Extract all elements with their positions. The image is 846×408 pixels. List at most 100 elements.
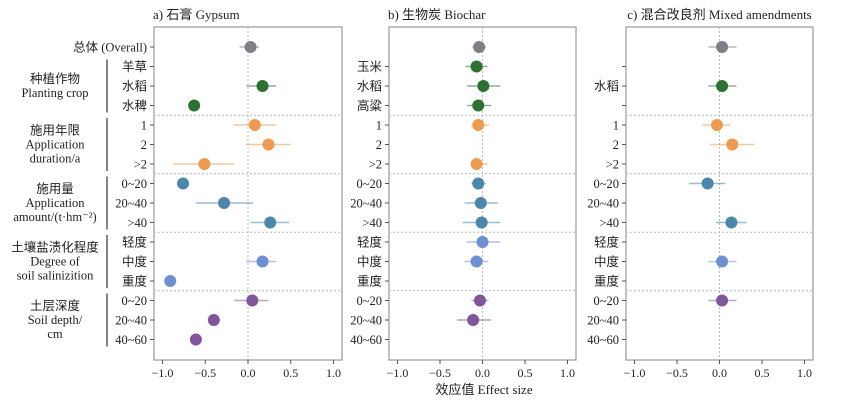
group-label-en: Application — [25, 196, 85, 210]
effect-point — [472, 177, 485, 190]
effect-point — [246, 294, 259, 307]
y-tick-label: 重度 — [122, 274, 148, 289]
y-tick-label: 轻度 — [122, 235, 148, 250]
effect-point — [189, 333, 202, 346]
effect-point — [470, 60, 483, 73]
effect-point — [725, 216, 738, 229]
panel-title: a) 石膏 Gypsum — [153, 7, 240, 22]
y-tick-label: 水稻 — [594, 80, 619, 94]
effect-point — [473, 41, 486, 53]
effect-point — [716, 41, 729, 53]
x-tick-label: −1.0 — [624, 366, 646, 380]
y-tick-label: 20~40 — [350, 197, 382, 211]
y-tick-label: 20~40 — [587, 197, 619, 211]
y-tick-label: 2 — [613, 138, 619, 152]
group-label-cn: 土壤盐渍化程度 — [11, 240, 99, 255]
group-label-en: Planting crop — [21, 86, 88, 100]
y-tick-label: 轻度 — [357, 235, 383, 250]
y-tick-label: 羊草 — [122, 59, 147, 74]
effect-point — [218, 197, 231, 209]
y-tick-label: 40~60 — [350, 333, 382, 347]
y-tick-label: 20~40 — [350, 314, 382, 328]
effect-point — [256, 80, 269, 92]
y-tick-label: 40~60 — [115, 333, 147, 347]
x-axis-label: 效应值 Effect size — [435, 382, 532, 397]
effect-point — [467, 314, 480, 326]
y-tick-label: 1 — [376, 119, 382, 133]
group-label-en: Soil depth/ — [28, 313, 83, 327]
y-tick-label: 轻度 — [594, 235, 620, 250]
x-tick-label: −1.0 — [387, 366, 409, 380]
group-label-en: soil salinizition — [17, 269, 94, 283]
effect-point — [472, 119, 485, 131]
x-tick-label: −0.5 — [666, 366, 688, 380]
effect-point — [726, 138, 739, 151]
effect-point — [716, 255, 729, 268]
x-tick-label: 0.5 — [755, 366, 770, 380]
group-label-en: Application — [25, 138, 85, 152]
panel-3: c) 混合改良剂 Mixed amendments −1.0 −0.5 0.0 0.5 1… — [587, 7, 814, 380]
y-tick-label: >40 — [127, 216, 147, 230]
y-tick-label: 水稗 — [122, 98, 147, 113]
x-tick-label: 1.0 — [797, 366, 812, 380]
y-tick-label: 1 — [141, 119, 147, 133]
y-tick-label: 中度 — [357, 254, 383, 269]
y-tick-label: 水稻 — [122, 80, 147, 94]
y-tick-label: 20~40 — [587, 314, 619, 328]
panel-title: b) 生物炭 Biochar — [388, 7, 486, 22]
group-label-cn: 施用年限 — [30, 124, 81, 138]
x-tick-label: 0.0 — [241, 366, 256, 380]
group-label-cn: 施用量 — [36, 182, 74, 196]
group-label-en: amount/(t·hm⁻²) — [13, 210, 96, 224]
y-tick-label: 玉米 — [357, 60, 383, 74]
group-label-en: Degree of — [30, 255, 80, 269]
y-tick-label: 重度 — [594, 274, 620, 289]
effect-point — [476, 236, 489, 248]
y-tick-label: >2 — [134, 158, 147, 172]
effect-point — [177, 177, 190, 190]
effect-point — [473, 294, 486, 307]
y-tick-label: 2 — [141, 138, 147, 152]
group-label-en: duration/a — [30, 152, 81, 166]
effect-point — [716, 294, 729, 307]
y-tick-label: 0~20 — [356, 294, 382, 308]
effect-point — [716, 80, 729, 92]
effect-point — [207, 314, 220, 326]
y-tick-label: 高粱 — [357, 98, 383, 113]
effect-point — [256, 255, 269, 268]
effect-point — [244, 41, 257, 53]
y-tick-label: 0~20 — [593, 294, 619, 308]
y-tick-label: 20~40 — [115, 197, 147, 211]
group-label-en: cm — [47, 327, 63, 341]
y-tick-label: >2 — [369, 158, 382, 172]
x-tick-label: 1.0 — [560, 366, 575, 380]
x-tick-label: 0.0 — [475, 366, 490, 380]
x-tick-label: −0.5 — [194, 366, 216, 380]
effect-point — [188, 99, 201, 112]
y-tick-label: 中度 — [122, 254, 148, 269]
y-tick-label: 0~20 — [356, 177, 382, 191]
x-tick-label: 0.0 — [712, 366, 727, 380]
y-tick-label: 40~60 — [587, 333, 619, 347]
y-tick-label: 总体 (Overall) — [73, 41, 147, 55]
y-tick-label: 1 — [613, 119, 619, 133]
effect-point — [470, 158, 483, 170]
x-tick-label: −0.5 — [429, 366, 451, 380]
y-tick-label: 0~20 — [121, 177, 147, 191]
y-tick-label: 水稻 — [357, 80, 382, 94]
effect-point — [701, 177, 714, 190]
effect-point — [262, 138, 275, 151]
y-tick-label: 0~20 — [121, 294, 147, 308]
effect-point — [475, 216, 488, 229]
group-label-cn: 种植作物 — [30, 71, 80, 86]
effect-point — [248, 119, 261, 131]
effect-point — [264, 216, 277, 229]
x-tick-label: 0.5 — [518, 366, 533, 380]
y-tick-label: 20~40 — [115, 314, 147, 328]
effect-point — [477, 80, 490, 92]
panel-1: a) 石膏 Gypsum −1.0 −0.5 0.0 0.5 1.0 总体 (Overall… — [73, 7, 343, 380]
effect-point — [198, 158, 211, 170]
x-tick-label: 1.0 — [326, 366, 341, 380]
